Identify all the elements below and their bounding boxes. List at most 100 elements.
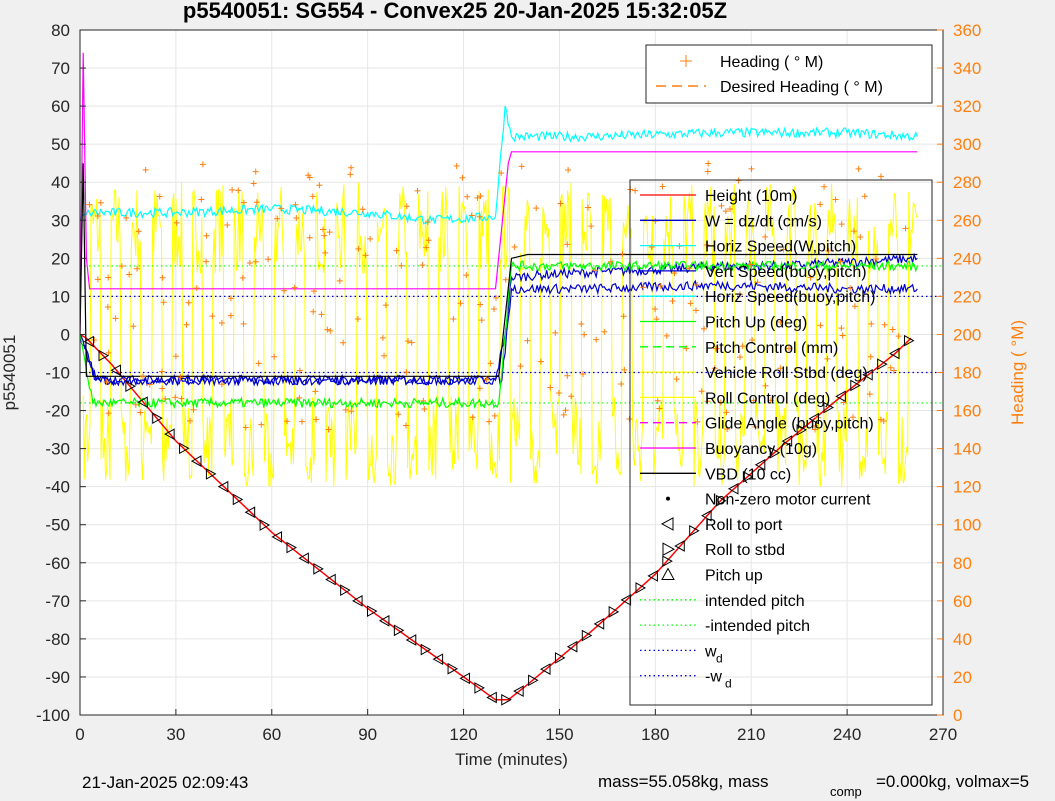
heading-marker <box>747 261 754 268</box>
right-tick-label: 300 <box>953 135 981 154</box>
x-tick-label: 120 <box>449 725 477 744</box>
heading-marker <box>159 368 166 375</box>
heading-marker <box>91 337 98 344</box>
roll-stbd-marker <box>420 643 432 656</box>
legend-label: -w <box>705 669 722 686</box>
heading-marker <box>718 202 725 209</box>
heading-marker <box>717 399 724 406</box>
roll-stbd-marker <box>393 624 405 637</box>
heading-marker <box>817 322 824 329</box>
legend-heading-box <box>645 44 933 104</box>
heading-marker <box>652 218 659 225</box>
heading-marker <box>224 221 231 228</box>
heading-marker <box>104 303 111 310</box>
right-tick-label: 160 <box>953 402 981 421</box>
left-tick-label: 80 <box>51 21 70 40</box>
heading-marker <box>547 384 554 391</box>
heading-marker <box>640 284 647 291</box>
legend-label: Roll to stbd <box>705 542 785 559</box>
heading-marker <box>190 406 197 413</box>
roll-port-marker <box>271 531 283 543</box>
heading-marker <box>425 237 432 244</box>
heading-marker <box>177 374 184 381</box>
heading-marker <box>187 417 194 424</box>
heading-marker <box>278 205 285 212</box>
heading-marker <box>723 409 730 416</box>
heading-marker <box>291 284 298 291</box>
legend-heading-label: Heading ( ° M) <box>720 54 823 71</box>
heading-marker <box>724 426 731 433</box>
heading-marker <box>253 199 260 206</box>
legend-label: Horiz Speed(W,pitch) <box>705 239 856 256</box>
heading-marker <box>832 196 839 203</box>
heading-marker <box>568 393 575 400</box>
roll-stbd-marker <box>179 442 190 455</box>
heading-marker <box>850 228 857 235</box>
heading-marker <box>659 183 666 190</box>
heading-marker <box>160 299 167 306</box>
roll-stbd-marker <box>608 606 620 618</box>
heading-marker <box>498 169 505 176</box>
heading-marker <box>593 336 600 343</box>
heading-marker <box>517 363 524 370</box>
legend-heading-marker <box>680 55 692 67</box>
heading-marker <box>652 305 659 312</box>
heading-marker <box>578 321 585 328</box>
heading-marker <box>552 329 559 336</box>
heading-marker <box>847 285 854 292</box>
heading-marker <box>749 336 756 343</box>
heading-marker <box>881 321 888 328</box>
heading-marker <box>692 307 699 314</box>
legend-label: intended pitch <box>705 593 805 610</box>
footer-mass-subscript: comp <box>830 784 862 799</box>
heading-marker <box>159 385 166 392</box>
heading-marker <box>126 271 133 278</box>
heading-marker <box>325 426 332 433</box>
roll-port-marker <box>244 506 256 519</box>
heading-marker <box>185 299 192 306</box>
heading-marker <box>491 412 498 419</box>
roll-port-marker <box>781 435 793 447</box>
roll-stbd-marker <box>689 524 700 537</box>
heading-marker <box>777 318 784 325</box>
legend-label: Roll Control (deg) <box>705 390 830 407</box>
heading-marker <box>786 345 793 352</box>
heading-marker <box>849 414 856 421</box>
heading-marker <box>469 414 476 421</box>
roll-port-marker <box>352 594 363 607</box>
heading-marker <box>292 201 299 208</box>
x-tick-label: 240 <box>833 725 861 744</box>
roll-port-marker <box>298 552 309 565</box>
series-line <box>80 333 912 701</box>
heading-marker <box>895 333 902 340</box>
heading-marker <box>687 300 694 307</box>
heading-marker <box>478 317 485 324</box>
series-lines <box>80 52 943 701</box>
heading-marker <box>588 223 595 230</box>
legend-main-box <box>629 179 933 706</box>
roll-stbd-marker <box>716 494 727 507</box>
legend-label-subscript: d <box>716 651 723 665</box>
series-line <box>80 163 918 377</box>
left-tick-label: 40 <box>51 173 70 192</box>
heading-marker <box>405 338 412 345</box>
roll-port-marker <box>217 480 229 493</box>
heading-marker <box>348 408 355 415</box>
heading-marker <box>414 187 421 194</box>
left-tick-label: 20 <box>51 249 70 268</box>
heading-marker <box>477 301 484 308</box>
left-tick-label: 70 <box>51 59 70 78</box>
heading-marker <box>421 406 428 413</box>
right-tick-label: 40 <box>953 630 972 649</box>
heading-marker <box>824 355 831 362</box>
heading-marker <box>654 397 661 404</box>
heading-marker <box>656 405 663 412</box>
heading-marker <box>123 214 130 221</box>
heading-marker <box>281 287 288 294</box>
right-axis-ticks: 0 20 40 60 80 100 120 140 160 180 200 220 240 260 280 3… <box>937 21 981 725</box>
heading-marker <box>172 353 179 360</box>
heading-marker <box>296 394 303 401</box>
x-axis-ticks: 0 30 60 90 120 150 180 210 240 270 <box>75 709 957 744</box>
heading-marker <box>762 382 769 389</box>
left-tick-label: -60 <box>45 554 70 573</box>
